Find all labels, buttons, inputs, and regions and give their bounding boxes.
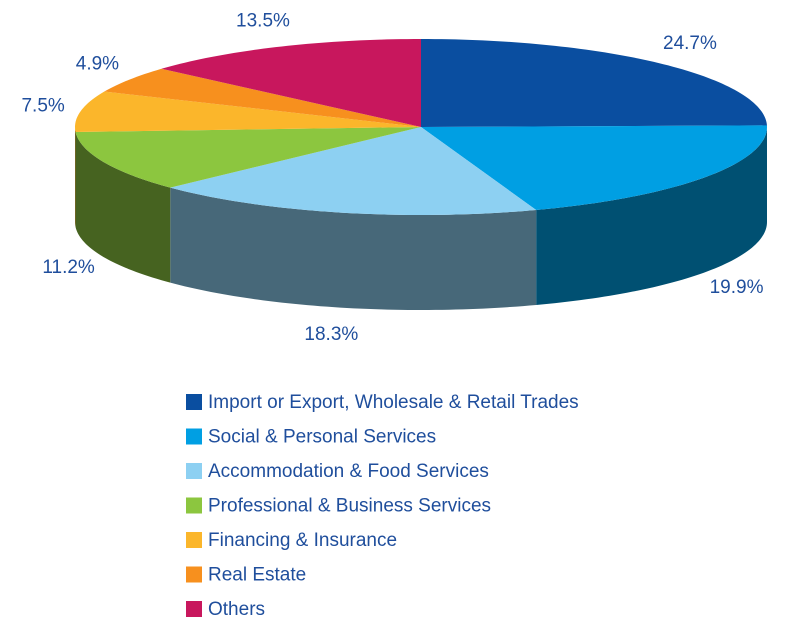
data-label: 7.5% [21,95,64,116]
slice-side [75,127,76,227]
slice [421,39,767,127]
legend-swatch [186,532,202,548]
legend-label: Others [208,599,265,619]
slice [75,127,421,188]
legend-swatch [186,463,202,479]
slice-side [170,187,537,310]
legend-swatch [186,601,202,617]
slice [161,39,422,127]
slice [75,91,421,132]
data-label: 18.3% [304,324,358,345]
slice [421,125,767,210]
data-label: 13.5% [236,10,290,31]
data-label: 4.9% [76,54,119,75]
legend-swatch [186,394,202,410]
data-label: 19.9% [710,277,764,298]
legend-label: Real Estate [208,565,306,586]
legend-label: Financing & Insurance [208,530,397,551]
legend-swatch [186,497,202,514]
data-label: 24.7% [663,33,717,54]
slice-side [75,131,171,283]
legend-label: Social & Personal Services [208,427,436,448]
legend-swatch [186,566,202,583]
legend-swatch [186,428,202,445]
slice-side [536,127,767,305]
legend-label: Professional & Business Services [208,496,491,517]
legend-label: Import or Export, Wholesale & Retail Tra… [208,392,579,413]
legend-label: Accommodation & Food Services [208,461,489,482]
data-label: 11.2% [42,257,95,278]
slice [104,68,422,127]
slice [170,127,537,215]
